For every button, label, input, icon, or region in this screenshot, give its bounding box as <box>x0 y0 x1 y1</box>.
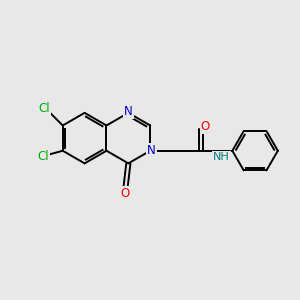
Text: NH: NH <box>213 152 230 162</box>
Text: O: O <box>121 187 130 200</box>
Text: O: O <box>201 120 210 133</box>
Text: Cl: Cl <box>38 102 50 115</box>
Text: N: N <box>124 105 133 118</box>
Text: N: N <box>147 144 156 157</box>
Text: Cl: Cl <box>37 150 49 163</box>
